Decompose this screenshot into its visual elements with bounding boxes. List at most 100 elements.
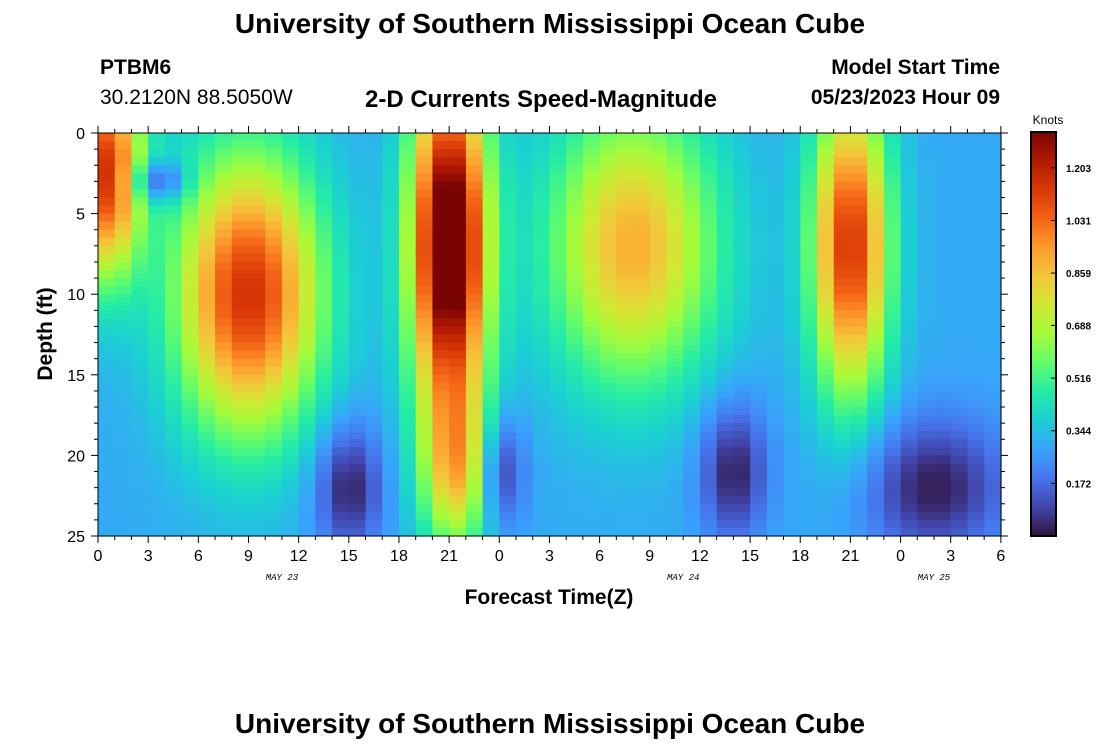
heatmap-cell [298,189,316,199]
heatmap-cell [633,213,651,223]
heatmap-cell [432,133,450,142]
heatmap-cell [164,423,183,432]
heatmap-cell [800,213,818,223]
heatmap-cell [633,503,651,513]
heatmap-cell [516,382,534,392]
heatmap-cell [198,173,216,182]
heatmap-cell [365,398,383,408]
heatmap-cell [817,503,835,513]
heatmap-cell [549,197,567,207]
heatmap-cell [950,221,969,231]
heatmap-cell [700,326,718,336]
heatmap-cell [181,205,199,215]
heatmap-cell [967,447,985,456]
heatmap-cell [399,487,417,497]
heatmap-cell [649,398,668,408]
heatmap-cell [415,157,434,166]
heatmap-cell [917,229,935,239]
heatmap-cell [315,415,333,424]
heatmap-cell [950,286,969,295]
heatmap-cell [900,447,918,456]
heatmap-cell [399,503,417,513]
heatmap-cell [532,342,551,352]
heatmap-cell [465,286,484,295]
heatmap-cell [315,527,333,537]
heatmap-cell [750,463,768,473]
heatmap-cell [549,213,567,223]
heatmap-cell [348,407,367,416]
heatmap-cell [131,358,149,368]
heatmap-cell [666,407,684,416]
heatmap-cell [934,527,952,537]
heatmap-cell [482,302,500,311]
heatmap-cell [616,358,634,368]
date-label: MAY 24 [667,573,699,583]
heatmap-cell [883,390,902,400]
heatmap-cell [566,455,584,465]
heatmap-cell [415,270,434,279]
heatmap-cell [516,334,534,344]
heatmap-cell [683,302,701,311]
heatmap-cell [465,221,484,231]
heatmap-cell [131,310,149,319]
heatmap-cell [164,374,183,384]
heatmap-cell [164,278,183,287]
heatmap-cell [582,390,601,400]
heatmap-cell [98,463,116,473]
heatmap-cell [131,479,149,489]
heatmap-cell [114,302,133,311]
heatmap-cell [181,366,199,376]
heatmap-cell [934,350,952,360]
heatmap-cell [566,286,584,295]
heatmap-cell [867,181,885,191]
heatmap-cell [817,398,835,408]
heatmap-cell [516,503,534,513]
heatmap-cell [967,173,985,182]
heatmap-cell [131,326,149,336]
heatmap-cell [867,479,885,489]
heatmap-cell [181,479,199,489]
heatmap-cell [432,447,450,456]
heatmap-cell [365,229,383,239]
heatmap-cell [833,334,852,344]
heatmap-cell [181,495,199,505]
heatmap-cell [582,527,601,537]
heatmap-cell [733,294,751,303]
heatmap-cell [449,173,467,182]
heatmap-cell [465,197,484,207]
heatmap-cell [181,382,199,392]
heatmap-cell [248,302,266,311]
heatmap-cell [315,358,333,368]
heatmap-cell [867,374,885,384]
heatmap-cell [633,278,651,287]
heatmap-cell [516,423,534,432]
heatmap-cell [298,326,316,336]
heatmap-cell [248,342,266,352]
heatmap-cell [98,415,116,424]
heatmap-cell [315,245,333,255]
heatmap-cell [633,237,651,247]
heatmap-cell [248,270,266,279]
heatmap-cell [231,374,250,384]
heatmap-cell [850,366,868,376]
heatmap-cell [883,350,902,360]
heatmap-cell [114,157,133,166]
heatmap-cell [649,318,668,328]
heatmap-cell [633,407,651,416]
heatmap-cell [883,519,902,529]
heatmap-cell [248,286,266,295]
heatmap-cell [984,350,1002,360]
heatmap-cell [599,503,617,513]
heatmap-cell [181,261,199,271]
heatmap-cell [649,157,668,166]
heatmap-cell [817,487,835,497]
heatmap-cell [98,133,116,142]
heatmap-cell [716,447,735,456]
heatmap-cell [850,141,868,150]
heatmap-cell [432,487,450,497]
heatmap-cell [850,390,868,400]
heatmap-cell [181,278,199,287]
heatmap-cell [131,133,149,142]
heatmap-cell [265,149,283,158]
